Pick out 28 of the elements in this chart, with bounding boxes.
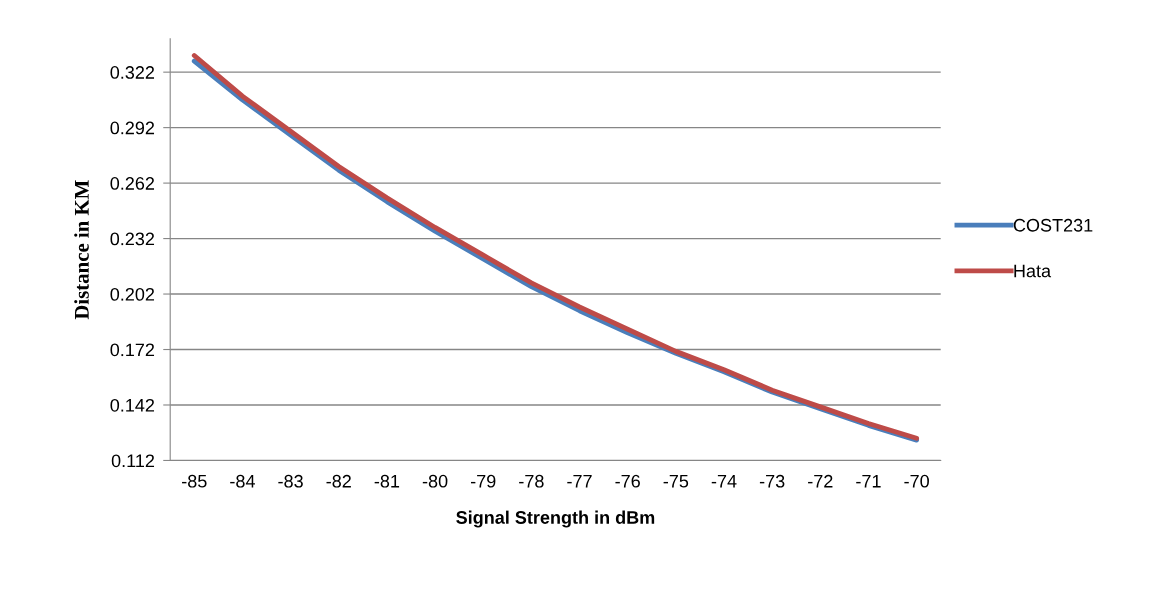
y-tick-label: 0.172 <box>110 343 155 357</box>
y-tick-label: 0.232 <box>110 232 155 246</box>
y-tick-label: 0.262 <box>110 177 155 190</box>
legend-label: Hata <box>1014 264 1052 278</box>
x-tick-label: -76 <box>615 474 640 488</box>
x-tick-label: -74 <box>711 475 737 488</box>
x-tick-label: -73 <box>759 474 785 488</box>
x-tick-label: -81 <box>374 474 400 488</box>
legend-label: COST231 <box>1013 218 1093 232</box>
y-tick-label: 0.142 <box>110 398 155 412</box>
y-axis-title: Distance in KM <box>74 180 89 320</box>
y-tick-label: 0.112 <box>111 454 155 468</box>
y-tick-label: 0.292 <box>110 121 155 135</box>
y-tick-label: 0.202 <box>110 287 155 301</box>
x-tick-label: -84 <box>230 474 255 488</box>
x-tick-label: -75 <box>663 475 689 488</box>
y-tick-label: 0.322 <box>110 66 155 79</box>
x-tick-label: -70 <box>904 474 929 488</box>
x-tick-label: -80 <box>422 474 448 488</box>
x-tick-label: -77 <box>567 475 592 488</box>
x-tick-label: -71 <box>856 475 881 488</box>
x-tick-label: -85 <box>182 474 207 488</box>
x-tick-label: -72 <box>808 474 833 488</box>
x-tick-label: -82 <box>326 474 351 488</box>
x-tick-label: -83 <box>278 474 303 488</box>
x-tick-label: -79 <box>470 474 496 488</box>
x-tick-label: -78 <box>519 474 544 488</box>
x-axis-title: Signal Strength in dBm <box>456 510 655 528</box>
